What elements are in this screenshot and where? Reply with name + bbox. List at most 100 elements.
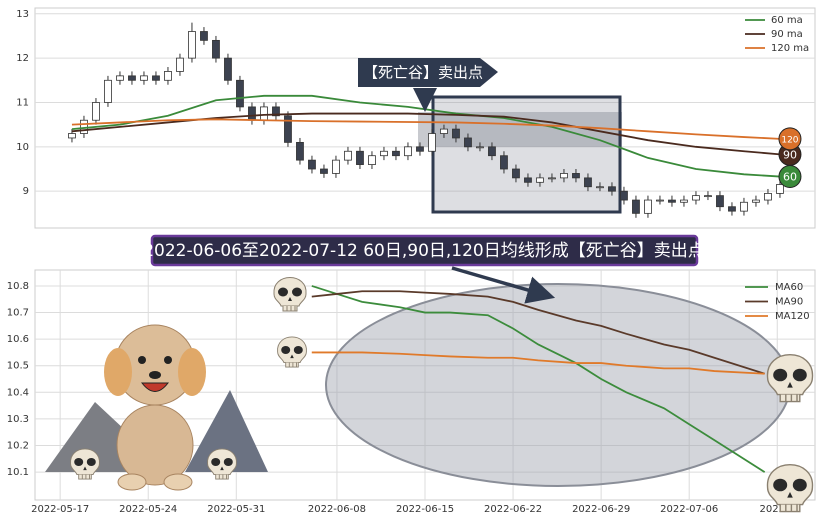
candle-body (752, 199, 760, 203)
dog-nose (149, 371, 161, 379)
skull-eye (293, 345, 303, 355)
candle-body (776, 184, 784, 194)
skull-head (273, 277, 307, 307)
x-tick-label: 2022-06-22 (484, 504, 542, 515)
legend-label: 120 ma (771, 43, 809, 54)
candle-body (224, 57, 232, 81)
y-tick-label: 10.6 (7, 334, 29, 345)
skull-eye (773, 368, 788, 382)
top-panel: 9 10 11 12 13 60 60 ma 90 90 ma 120 120 ma 【死亡谷】卖出点 (16, 9, 815, 218)
x-tick-label: 2022-06-15 (396, 504, 454, 515)
legend-label: 90 ma (771, 29, 803, 40)
candle-body (428, 133, 436, 152)
candle-body (356, 150, 364, 165)
ma-line (71, 118, 781, 140)
dog-illustration (104, 324, 206, 491)
candle-body (140, 75, 148, 81)
candle-body (152, 75, 160, 81)
candle-body (764, 193, 772, 201)
x-tick-label: 2022-06-08 (308, 504, 366, 515)
candle-body (716, 195, 724, 208)
dog-mouth (140, 382, 170, 392)
candle-body (200, 31, 208, 41)
x-tick-label: 2022-07-06 (660, 504, 718, 515)
x-tick-label: 2022-05-31 (207, 504, 265, 515)
candle-body (476, 146, 484, 149)
candle-body (524, 177, 532, 183)
title-pointer (451, 266, 556, 304)
candle-body (620, 190, 628, 201)
candle-body (344, 150, 352, 161)
skull-eye (792, 368, 807, 382)
skull-teeth (282, 306, 298, 312)
skull-eye (211, 457, 221, 467)
candle-body (464, 137, 472, 148)
x-tick-label: 2022-06-29 (572, 504, 630, 515)
dog-eye (164, 356, 172, 364)
skull-icon (207, 448, 237, 480)
candle-body (104, 79, 112, 103)
candle-body (188, 31, 196, 59)
skull-icon (766, 464, 814, 513)
bottom-panel: 10.1 10.2 10.3 10.4 10.5 10.6 10.7 10.8 2022-05-… (7, 234, 815, 515)
candle-body (692, 195, 700, 201)
y-tick-label: 9 (23, 186, 29, 197)
candle-body (548, 177, 556, 180)
candle-body (92, 102, 100, 121)
candle-body (176, 57, 184, 72)
y-tick-label: 10 (16, 142, 29, 153)
candle-body (416, 146, 424, 152)
candle-body (128, 75, 136, 81)
candle-body (572, 173, 580, 179)
skull-eye (86, 457, 96, 467)
skull-eye (773, 478, 788, 492)
y-tick-label: 10.5 (7, 361, 29, 372)
end-badge-label: 60 (783, 171, 797, 184)
candle-body (320, 168, 328, 174)
line-series (311, 290, 765, 375)
candle-body (308, 159, 316, 170)
dog-eye (138, 356, 146, 364)
candle-body (212, 39, 220, 59)
candle-body (584, 177, 592, 188)
candle-body (452, 128, 460, 139)
candle-body (536, 177, 544, 183)
y-tick-label: 13 (16, 9, 29, 20)
candle-body (392, 150, 400, 157)
candle-body (260, 106, 268, 121)
candle-body (632, 199, 640, 214)
candle-body (608, 186, 616, 192)
candle-body (440, 128, 448, 134)
skull-eye (74, 457, 84, 467)
y-tick-label: 10.4 (7, 387, 29, 398)
skull-icon (766, 354, 814, 403)
skull-teeth (779, 504, 801, 513)
candle-body (740, 201, 748, 212)
skull-head (70, 448, 100, 476)
skull-head (277, 336, 307, 364)
legend-label: MA60 (775, 282, 803, 293)
candle-body (644, 199, 652, 214)
skull-nose (290, 354, 294, 359)
candle-body (488, 146, 496, 157)
legend-label: MA90 (775, 297, 803, 308)
legend-label: 60 ma (771, 15, 803, 26)
dog-paw (163, 473, 193, 491)
candle-body (704, 195, 712, 198)
x-tick-label: 2022-05-17 (31, 504, 89, 515)
candle-body (680, 199, 688, 203)
annotation: 【死亡谷】卖出点 (363, 64, 483, 82)
skull-head (766, 464, 814, 506)
skull-teeth (285, 362, 299, 368)
annotation-arrow-box (358, 58, 498, 87)
skull-teeth (215, 474, 229, 480)
highlight-ellipse (325, 283, 791, 487)
candle-body (596, 186, 604, 189)
candle-body (380, 150, 388, 157)
x-tick-label: 2022-05-24 (119, 504, 177, 515)
skull-teeth (78, 474, 92, 480)
skull-icon (273, 277, 307, 312)
mountain (185, 390, 268, 472)
candle-body (116, 75, 124, 81)
